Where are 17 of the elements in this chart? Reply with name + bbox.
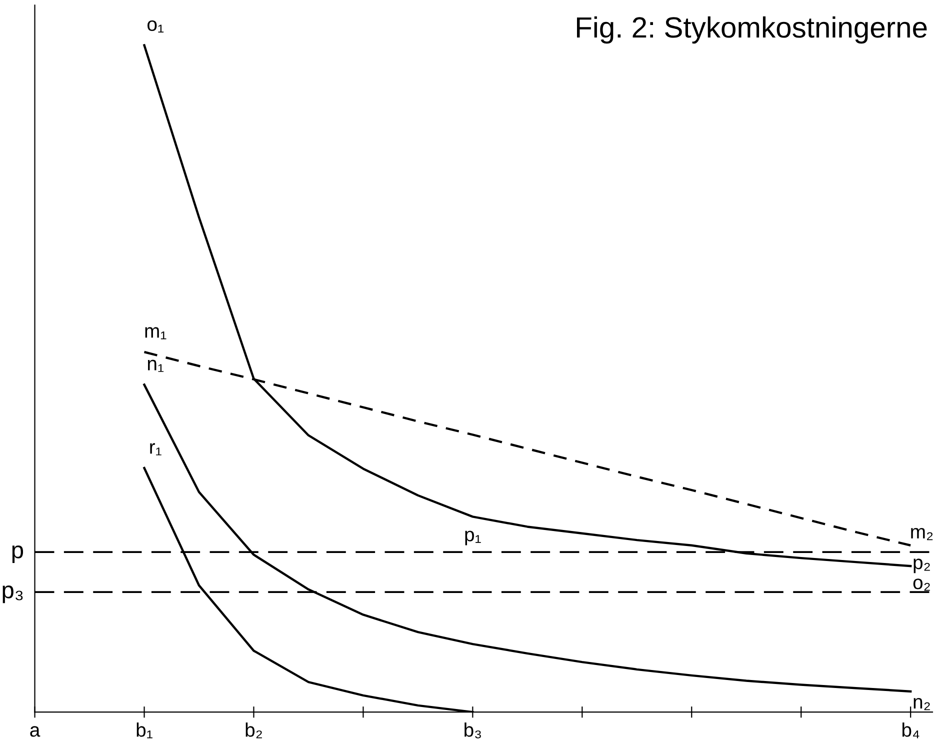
x-tick-label: b₄	[902, 722, 920, 738]
annotation: r₁	[150, 443, 162, 456]
x-tick-label: a	[30, 726, 40, 737]
x-tick-label: b₁	[136, 722, 152, 738]
annotation: n₂	[914, 698, 930, 710]
annotation: o₁	[148, 20, 164, 32]
annotation: m₁	[145, 327, 166, 340]
ref-line-label: p	[12, 545, 24, 564]
x-tick-label: b₃	[464, 722, 481, 738]
annotation: p₂	[914, 558, 930, 574]
ref-line-label: p₃	[2, 585, 23, 604]
chart-title: Fig. 2: Stykomkostningerne	[577, 16, 927, 44]
annotation: o₂	[913, 578, 930, 591]
annotation: m₂	[911, 528, 933, 540]
annotation: p₁	[465, 530, 481, 546]
x-tick-label: b₂	[246, 722, 262, 738]
annotation: n₁	[148, 360, 164, 372]
